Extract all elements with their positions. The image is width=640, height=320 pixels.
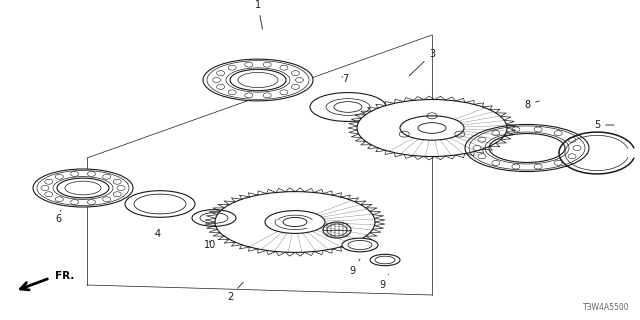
Text: T3W4A5500: T3W4A5500 — [584, 303, 630, 312]
Ellipse shape — [203, 59, 313, 101]
Text: 8: 8 — [524, 100, 540, 110]
Ellipse shape — [465, 124, 589, 172]
Text: 5: 5 — [594, 120, 614, 130]
Ellipse shape — [192, 210, 236, 226]
Text: 4: 4 — [155, 229, 161, 239]
Ellipse shape — [215, 192, 375, 252]
Ellipse shape — [342, 238, 378, 252]
Text: 7: 7 — [342, 74, 348, 84]
Text: 9: 9 — [379, 274, 388, 290]
Ellipse shape — [125, 191, 195, 217]
Text: 6: 6 — [55, 210, 61, 224]
Ellipse shape — [370, 254, 400, 266]
Text: 2: 2 — [227, 282, 243, 302]
Ellipse shape — [310, 92, 386, 121]
Ellipse shape — [357, 100, 507, 156]
Ellipse shape — [33, 169, 133, 207]
Text: 10: 10 — [204, 240, 216, 250]
Text: FR.: FR. — [55, 271, 74, 281]
Text: 1: 1 — [255, 0, 262, 29]
Text: 3: 3 — [409, 49, 435, 76]
Text: 9: 9 — [349, 259, 360, 276]
